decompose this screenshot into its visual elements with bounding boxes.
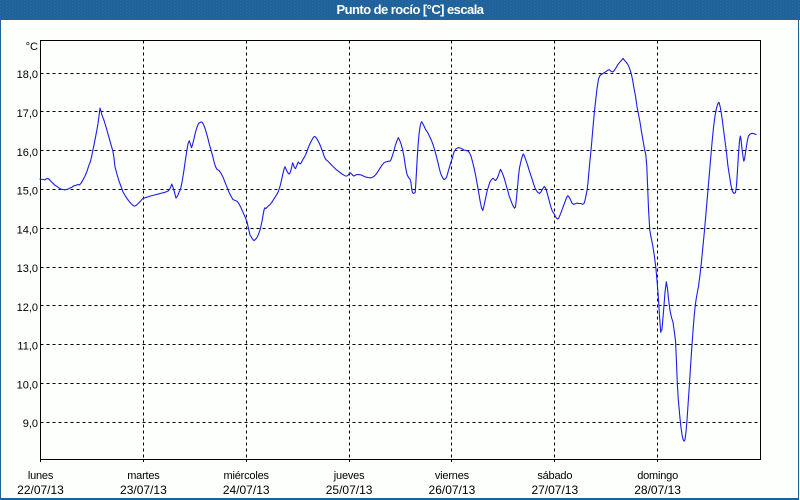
svg-text:26/07/13: 26/07/13 xyxy=(429,483,476,497)
svg-text:24/07/13: 24/07/13 xyxy=(223,483,270,497)
svg-text:martes: martes xyxy=(127,470,160,482)
svg-text:12,0: 12,0 xyxy=(17,302,38,314)
svg-text:13,0: 13,0 xyxy=(17,263,38,275)
svg-text:domingo: domingo xyxy=(637,470,678,482)
svg-text:27/07/13: 27/07/13 xyxy=(531,483,578,497)
svg-text:10,0: 10,0 xyxy=(17,379,38,391)
svg-text:17,0: 17,0 xyxy=(17,108,38,120)
svg-text:28/07/13: 28/07/13 xyxy=(634,483,681,497)
svg-text:sábado: sábado xyxy=(537,470,572,482)
svg-text:°C: °C xyxy=(26,41,38,53)
svg-text:lunes: lunes xyxy=(28,470,54,482)
svg-text:9,0: 9,0 xyxy=(23,418,38,430)
svg-text:jueves: jueves xyxy=(333,470,365,482)
svg-text:22/07/13: 22/07/13 xyxy=(17,483,64,497)
svg-text:23/07/13: 23/07/13 xyxy=(120,483,167,497)
svg-text:18,0: 18,0 xyxy=(17,69,38,81)
svg-text:15,0: 15,0 xyxy=(17,186,38,198)
svg-text:viernes: viernes xyxy=(435,470,470,482)
svg-text:16,0: 16,0 xyxy=(17,147,38,159)
svg-text:miércoles: miércoles xyxy=(224,470,270,482)
svg-text:11,0: 11,0 xyxy=(17,341,38,353)
svg-text:14,0: 14,0 xyxy=(17,224,38,236)
svg-text:25/07/13: 25/07/13 xyxy=(326,483,373,497)
